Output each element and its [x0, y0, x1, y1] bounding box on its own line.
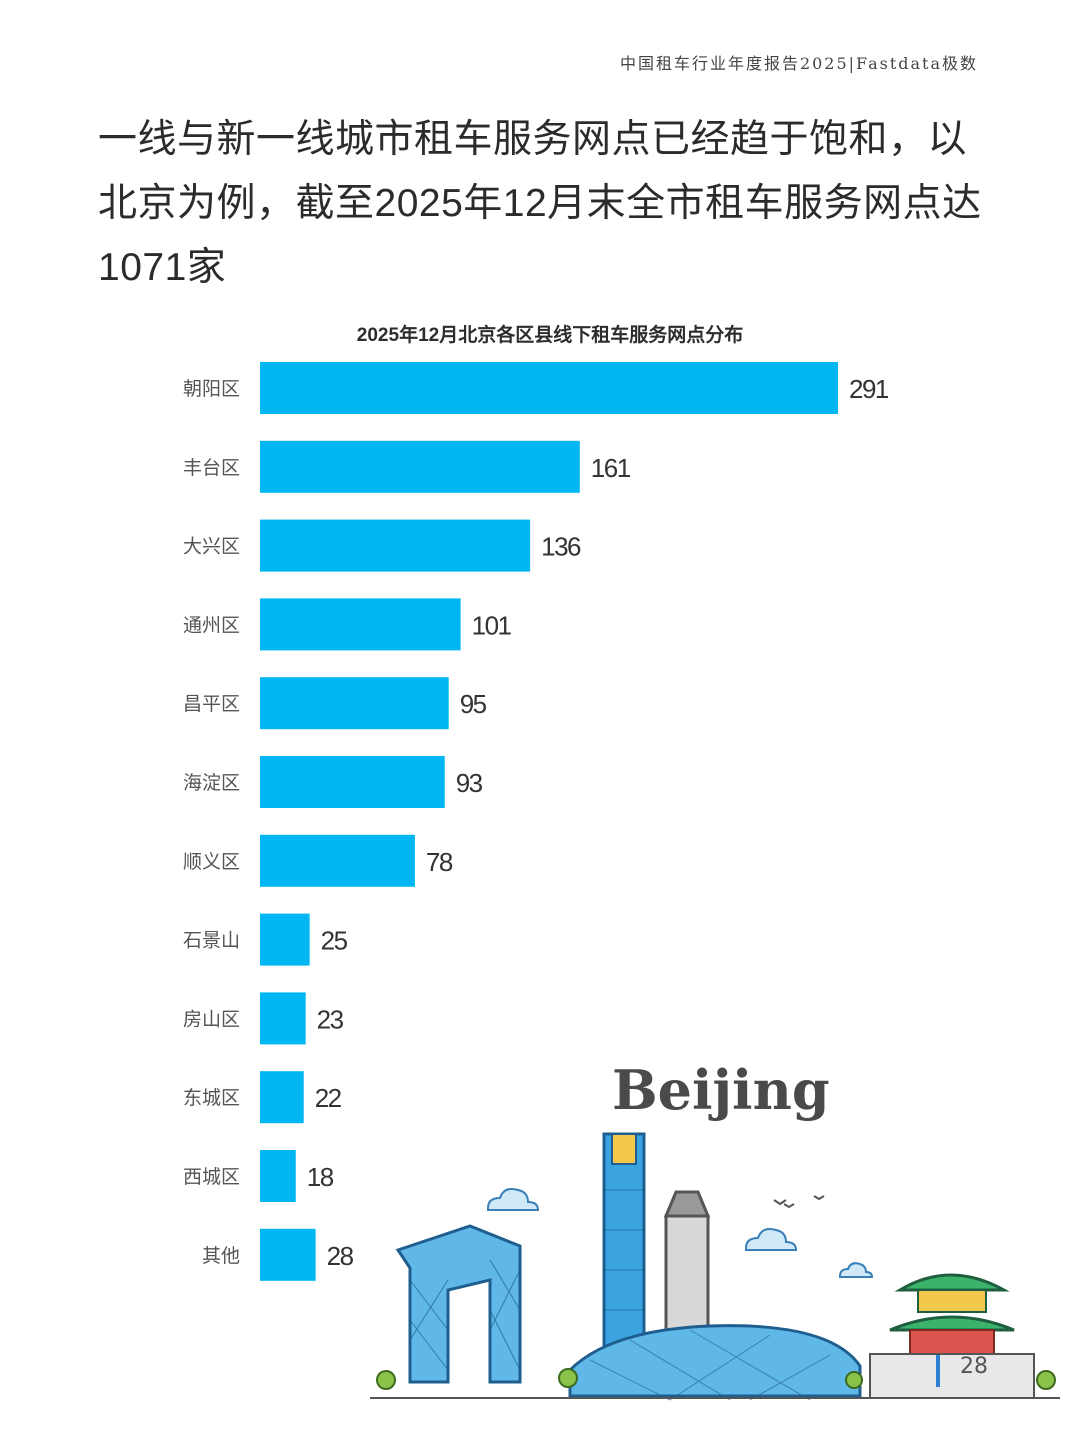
value-label: 136 [541, 532, 581, 562]
bar-7 [260, 834, 415, 887]
category-label: 海淀区 [183, 772, 240, 794]
bar-2 [260, 440, 580, 493]
bar-12 [260, 1228, 316, 1281]
chart-title: 2025年12月北京各区县线下租车服务网点分布 [356, 325, 744, 346]
category-label: 丰台区 [183, 457, 240, 479]
bar-6 [260, 756, 445, 808]
value-label: 22 [315, 1083, 342, 1113]
value-label: 291 [849, 374, 889, 404]
category-label: 西城区 [183, 1166, 240, 1188]
beijing-skyline-illustration [370, 1132, 1060, 1401]
category-label: 顺义区 [183, 851, 240, 873]
category-label: 朝阳区 [183, 378, 240, 400]
category-label: 通州区 [183, 614, 240, 636]
page-marker [936, 1355, 940, 1387]
trees-icon [376, 1368, 1056, 1390]
report-header-tag: 中国租车行业年度报告2025|Fastdata极数 [619, 54, 978, 73]
category-label: 大兴区 [183, 536, 240, 558]
bar-chart: 朝阳区 291 丰台区 161 大兴区 136 通州区 101 昌平区 95 海淀区 93 顺义区 78 石… [183, 362, 890, 1281]
value-label: 95 [460, 689, 487, 719]
bar-11 [260, 1150, 296, 1202]
bar-5 [260, 677, 449, 730]
bar-3 [260, 519, 531, 572]
value-label: 18 [307, 1162, 334, 1192]
category-label: 石景山 [183, 930, 240, 952]
bar-4 [260, 598, 461, 651]
value-label: 93 [456, 768, 483, 798]
citic-tower-icon [602, 1132, 646, 1356]
page-number: 28 [960, 1354, 988, 1379]
bar-1 [260, 362, 838, 414]
page-headline: 一线与新一线城市租车服务网点已经趋于饱和，以北京为例，截至2025年12月末全市… [98, 118, 982, 289]
category-label: 其他 [202, 1245, 240, 1267]
beijing-wordmark: Beijing [612, 1058, 830, 1122]
category-label: 昌平区 [183, 694, 240, 715]
birds-icon [773, 1195, 825, 1209]
cloud-icon [487, 1188, 874, 1278]
cctv-building-icon [395, 1224, 522, 1384]
birds-nest-stadium-icon [568, 1324, 862, 1401]
temple-pavilion-icon [869, 1273, 1035, 1399]
value-label: 25 [321, 926, 348, 956]
value-label: 78 [426, 847, 453, 877]
bar-10 [260, 1071, 304, 1124]
category-label: 东城区 [183, 1087, 240, 1109]
category-label: 房山区 [183, 1008, 240, 1030]
value-label: 28 [327, 1241, 354, 1271]
value-label: 101 [472, 610, 512, 640]
value-label: 161 [591, 453, 631, 483]
bar-9 [260, 992, 306, 1045]
bar-8 [260, 913, 310, 966]
value-label: 23 [317, 1004, 344, 1034]
